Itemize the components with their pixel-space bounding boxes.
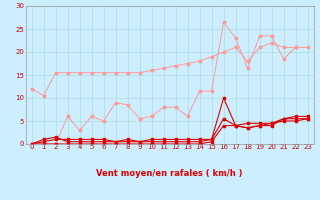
X-axis label: Vent moyen/en rafales ( km/h ): Vent moyen/en rafales ( km/h ) [96,169,243,178]
